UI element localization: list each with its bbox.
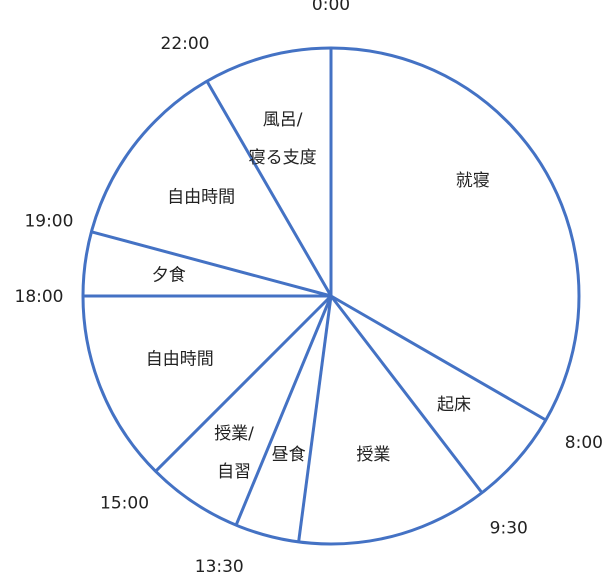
- time-label-930: 9:30: [490, 519, 528, 539]
- divider-1500: [154, 294, 333, 473]
- divider-2200: [205, 80, 333, 297]
- segment-label-5: 自由時間: [146, 350, 214, 370]
- segment-label-8: 風呂/寝る支度: [249, 110, 317, 168]
- time-label-1800: 18:00: [15, 287, 64, 307]
- time-label-800: 8:00: [565, 433, 603, 453]
- divider-800: [330, 294, 547, 422]
- time-label-2200: 22:00: [161, 34, 210, 54]
- segment-label-3: 昼食: [272, 445, 306, 465]
- time-label-000: 0:00: [312, 0, 350, 15]
- divider-1230: [297, 295, 333, 543]
- segment-label-0: 就寝: [456, 170, 490, 191]
- time-labels: 0:008:009:3012:3013:3015:0018:0019:0022:…: [15, 0, 603, 577]
- segment-label-6: 夕食: [152, 266, 186, 286]
- segment-label-2: 授業: [356, 445, 390, 465]
- time-label-1500: 15:00: [100, 493, 149, 513]
- divider-930: [329, 295, 484, 494]
- segment-label-4: 授業/自習: [214, 424, 254, 482]
- divider-1900: [91, 230, 332, 298]
- segment-label-7: 自由時間: [167, 187, 235, 207]
- time-label-1900: 19:00: [24, 211, 73, 231]
- time-label-1330: 13:30: [195, 557, 244, 577]
- segment-label-1: 起床: [437, 395, 471, 415]
- divider-1330: [234, 295, 333, 526]
- segment-dividers: [83, 48, 547, 543]
